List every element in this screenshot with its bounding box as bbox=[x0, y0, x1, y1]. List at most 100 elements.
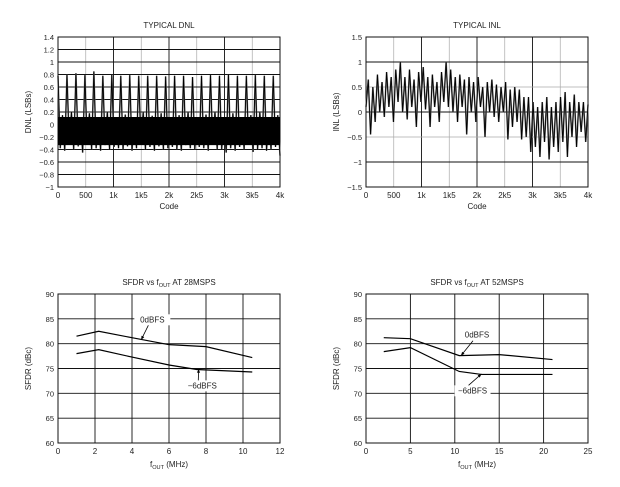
x-tick-label: 2k bbox=[473, 191, 482, 200]
y-axis-label: SFDR (dBc) bbox=[332, 347, 341, 390]
y-tick-label: 60 bbox=[46, 439, 54, 448]
y-tick-label: 0.2 bbox=[44, 108, 54, 117]
x-tick-label: 15 bbox=[495, 447, 504, 456]
y-tick-label: 85 bbox=[354, 315, 362, 324]
y-tick-label: 0.8 bbox=[44, 71, 54, 80]
chart-title: TYPICAL INL bbox=[453, 21, 501, 30]
arrowhead-icon bbox=[477, 373, 482, 378]
series-line-0dbfs bbox=[383, 337, 553, 361]
x-tick-label: 1k bbox=[417, 191, 426, 200]
y-tick-label: 0.6 bbox=[44, 83, 54, 92]
annotation-bg bbox=[184, 380, 221, 392]
x-tick-label: 6 bbox=[167, 447, 172, 456]
annotation-label: −6dBFS bbox=[458, 386, 487, 395]
arrowhead-icon bbox=[196, 368, 201, 373]
x-tick-label: 20 bbox=[539, 447, 548, 456]
y-axis-label: DNL (LSBs) bbox=[24, 90, 33, 133]
x-tick-label: 10 bbox=[239, 447, 248, 456]
chart-title: SFDR vs fOUT AT 28MSPS bbox=[122, 278, 215, 289]
y-tick-label: −1 bbox=[45, 183, 54, 192]
chart-2: TYPICAL INL 0 500 1k 1k5 2k 2k5 3k 3k5 4k −1.5 −1 −0… bbox=[332, 21, 593, 211]
annotation-bg bbox=[459, 329, 495, 341]
series-line-inl bbox=[365, 61, 589, 160]
annotation-bg bbox=[134, 314, 171, 326]
arrowhead-icon bbox=[141, 335, 145, 340]
dnl-noise-band bbox=[58, 117, 280, 146]
x-tick-label: 500 bbox=[387, 191, 401, 200]
y-tick-label: 75 bbox=[354, 365, 362, 374]
x-tick-label: 0 bbox=[56, 191, 61, 200]
series-line-minus6dbfs bbox=[76, 349, 253, 373]
y-tick-label: −0.4 bbox=[39, 146, 54, 155]
annotation-label: 0dBFS bbox=[140, 315, 164, 324]
x-tick-label: 5 bbox=[408, 447, 413, 456]
x-tick-label: 2k5 bbox=[498, 191, 511, 200]
x-axis-label: Code bbox=[159, 202, 179, 211]
x-tick-label: 10 bbox=[450, 447, 459, 456]
plot-frame bbox=[365, 293, 589, 444]
plot-frame bbox=[57, 293, 281, 444]
x-tick-label: 4k bbox=[276, 191, 285, 200]
x-tick-label: 500 bbox=[79, 191, 93, 200]
y-axis-label: SFDR (dBc) bbox=[24, 347, 33, 390]
y-tick-label: 90 bbox=[354, 290, 362, 299]
x-tick-label: 3k bbox=[528, 191, 537, 200]
y-tick-label: 70 bbox=[46, 389, 54, 398]
y-axis-label: INL (LSBs) bbox=[332, 92, 341, 131]
chart-4: SFDR vs fOUT AT 52MSPS 0 5 10 15 20 25 60 65 70 75… bbox=[332, 278, 593, 471]
y-tick-label: 85 bbox=[46, 315, 54, 324]
y-tick-label: 0.5 bbox=[352, 83, 362, 92]
x-tick-label: 2k5 bbox=[190, 191, 203, 200]
x-tick-label: 0 bbox=[364, 447, 369, 456]
chart-1: TYPICAL DNL 0 500 1k 1k5 2k 2k5 3k 3k5 4k −1 −0.8 −0… bbox=[24, 21, 285, 211]
x-axis-label: Code bbox=[467, 202, 487, 211]
annotation-bg bbox=[454, 385, 491, 397]
x-tick-label: 25 bbox=[584, 447, 593, 456]
x-axis-label: fOUT (MHz) bbox=[458, 460, 496, 471]
y-tick-label: 0.4 bbox=[44, 96, 54, 105]
y-tick-label: 80 bbox=[46, 340, 54, 349]
x-tick-label: 3k bbox=[220, 191, 229, 200]
y-tick-label: 65 bbox=[354, 414, 362, 423]
y-tick-label: −0.2 bbox=[39, 133, 54, 142]
x-tick-label: 8 bbox=[204, 447, 209, 456]
y-tick-label: 70 bbox=[354, 389, 362, 398]
series-line-0dbfs bbox=[76, 330, 253, 359]
y-tick-label: −1 bbox=[353, 158, 362, 167]
arrowhead-icon bbox=[461, 351, 465, 356]
annotation-label: 0dBFS bbox=[465, 331, 489, 340]
y-tick-label: 0 bbox=[358, 108, 362, 117]
y-tick-label: −0.5 bbox=[347, 133, 362, 142]
y-tick-label: −0.6 bbox=[39, 158, 54, 167]
x-tick-label: 12 bbox=[276, 447, 285, 456]
y-tick-label: 80 bbox=[354, 340, 362, 349]
x-tick-label: 2 bbox=[93, 447, 98, 456]
chart-title: SFDR vs fOUT AT 52MSPS bbox=[430, 278, 523, 289]
x-tick-label: 3k5 bbox=[554, 191, 567, 200]
x-tick-label: 4 bbox=[130, 447, 135, 456]
x-tick-label: 1k5 bbox=[443, 191, 456, 200]
y-tick-label: 75 bbox=[46, 365, 54, 374]
plot-frame bbox=[57, 36, 281, 188]
x-tick-label: 0 bbox=[364, 191, 369, 200]
y-tick-label: 60 bbox=[354, 439, 362, 448]
chart-3: SFDR vs fOUT AT 28MSPS 0 2 4 6 8 10 12 60 65 70 75 8… bbox=[24, 278, 285, 471]
x-tick-label: 2k bbox=[165, 191, 174, 200]
x-axis-label: fOUT (MHz) bbox=[150, 460, 188, 471]
y-tick-label: 1 bbox=[50, 58, 54, 67]
y-tick-label: 1.5 bbox=[352, 33, 362, 42]
annotation-label: −6dBFS bbox=[188, 381, 217, 390]
y-tick-label: −0.8 bbox=[39, 171, 54, 180]
y-tick-label: 65 bbox=[46, 414, 54, 423]
x-tick-label: 1k bbox=[109, 191, 118, 200]
x-tick-label: 3k5 bbox=[246, 191, 259, 200]
y-tick-label: 0 bbox=[50, 121, 54, 130]
y-tick-label: 1 bbox=[358, 58, 362, 67]
x-tick-label: 0 bbox=[56, 447, 61, 456]
y-tick-label: 1.2 bbox=[44, 46, 54, 55]
series-line-minus6dbfs bbox=[383, 347, 553, 376]
y-tick-label: −1.5 bbox=[347, 183, 362, 192]
x-tick-label: 4k bbox=[584, 191, 593, 200]
y-tick-label: 90 bbox=[46, 290, 54, 299]
